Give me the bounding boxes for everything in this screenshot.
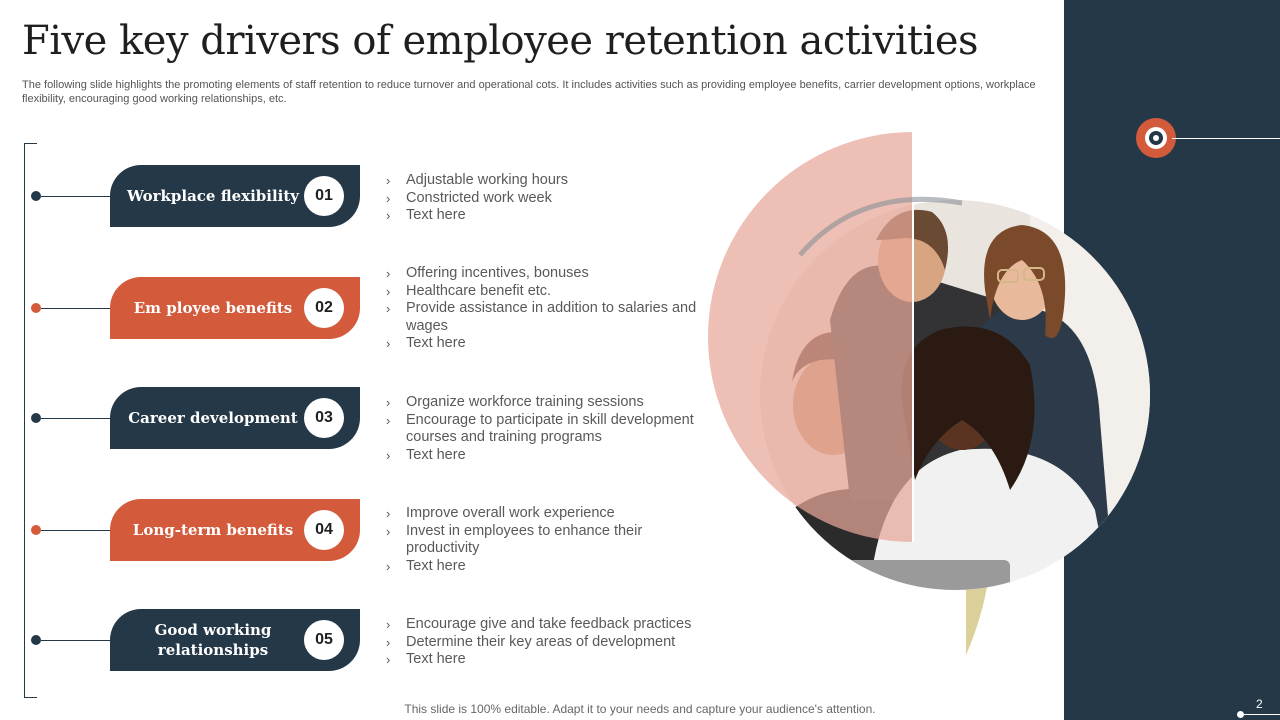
timeline-dot (31, 303, 41, 313)
bullet-text: Adjustable working hours (406, 172, 569, 188)
bullet-item: › Organize workforce training sessions (386, 394, 706, 412)
timeline-connector (41, 530, 110, 531)
timeline-line (24, 143, 37, 698)
bullet-item: › Provide assistance in addition to salar… (386, 300, 706, 335)
bullet-item: › Text here (386, 335, 706, 353)
timeline-dot (31, 635, 41, 645)
page-number: 2 (1256, 697, 1263, 711)
chevron-right-icon: › (386, 395, 391, 410)
timeline-connector (41, 418, 110, 419)
target-connector-line (1172, 138, 1280, 139)
chevron-right-icon: › (386, 617, 391, 632)
driver-bullet-list: › Improve overall work experience › Invest … (386, 505, 706, 575)
driver-number-badge: 03 (304, 398, 344, 438)
bullet-text: Provide assistance in addition to salari… (406, 300, 697, 334)
bullet-text: Offering incentives, bonuses (406, 265, 589, 281)
bullet-item: › Offering incentives, bonuses (386, 265, 706, 283)
timeline-dot (31, 191, 41, 201)
bullet-text: Text here (406, 557, 466, 574)
bullet-item: › Text here (386, 207, 706, 225)
driver-bullet-list: › Offering incentives, bonuses › Healthcare… (386, 265, 706, 353)
driver-number-badge: 02 (304, 288, 344, 328)
timeline-connector (41, 196, 110, 197)
driver-title: Em ployee benefits (133, 299, 293, 317)
chevron-right-icon: › (386, 283, 391, 299)
chevron-right-icon: › (386, 208, 391, 224)
bullet-item: › Constricted work week (386, 190, 706, 208)
bullet-text: Organize workforce training sessions (406, 394, 644, 410)
driver-title: Career development (128, 409, 298, 427)
team-photo-illustration (708, 130, 1150, 655)
bullet-item: › Adjustable working hours (386, 172, 706, 190)
chevron-right-icon: › (386, 266, 391, 281)
driver-title: Good working relationships (154, 621, 272, 659)
driver-bullet-list: › Encourage give and take feedback practi… (386, 616, 706, 669)
bullet-item: › Text here (386, 447, 706, 465)
bullet-text: Encourage give and take feedback practic… (406, 616, 692, 632)
page-number-line (1240, 714, 1280, 715)
driver-number-badge: 04 (304, 510, 344, 550)
chevron-right-icon: › (386, 301, 391, 317)
driver-number-badge: 01 (304, 176, 344, 216)
chevron-right-icon: › (386, 447, 391, 463)
bullet-text: Healthcare benefit etc. (406, 282, 552, 299)
bullet-item: › Encourage give and take feedback practi… (386, 616, 706, 634)
bullet-item: › Invest in employees to enhance their pr… (386, 523, 706, 558)
chevron-right-icon: › (386, 652, 391, 668)
driver-card: Workplace flexibility 01 (110, 165, 360, 227)
driver-card: Em ployee benefits 02 (110, 277, 360, 339)
timeline-dot (31, 525, 41, 535)
chevron-right-icon: › (386, 173, 391, 188)
page-title: Five key drivers of employee retention a… (22, 18, 979, 64)
chevron-right-icon: › (386, 523, 391, 539)
page-subtitle: The following slide highlights the promo… (22, 79, 1036, 105)
bullet-text: Invest in employees to enhance their pro… (406, 522, 643, 557)
driver-card: Long-term benefits 04 (110, 499, 360, 561)
driver-card: Career development 03 (110, 387, 360, 449)
bullet-item: › Improve overall work experience (386, 505, 706, 523)
driver-title: Long-term benefits (132, 521, 294, 539)
bullet-text: Encourage to participate in skill develo… (406, 411, 694, 446)
driver-number-badge: 05 (304, 620, 344, 660)
bullet-text: Constricted work week (406, 189, 552, 206)
timeline-connector (41, 308, 110, 309)
driver-bullet-list: › Adjustable working hours › Constricted wo… (386, 172, 706, 225)
bullet-item: › Healthcare benefit etc. (386, 283, 706, 301)
bullet-text: Determine their key areas of development (406, 633, 676, 650)
bullet-text: Text here (406, 651, 466, 668)
bullet-text: Improve overall work experience (406, 505, 615, 521)
chevron-right-icon: › (386, 412, 391, 428)
bullet-text: Text here (406, 335, 466, 352)
chevron-right-icon: › (386, 558, 391, 574)
timeline-dot (31, 413, 41, 423)
driver-title: Workplace flexibility (126, 187, 300, 205)
bullet-text: Text here (406, 207, 466, 224)
bullet-text: Text here (406, 446, 466, 463)
bullet-item: › Determine their key areas of developmen… (386, 634, 706, 652)
timeline-connector (41, 640, 110, 641)
target-icon (1136, 118, 1176, 158)
bullet-item: › Text here (386, 651, 706, 669)
bullet-item: › Text here (386, 558, 706, 576)
driver-bullet-list: › Organize workforce training sessions › En… (386, 394, 706, 464)
chevron-right-icon: › (386, 506, 391, 521)
chevron-right-icon: › (386, 190, 391, 206)
footer-note: This slide is 100% editable. Adapt it to… (404, 702, 876, 716)
driver-card: Good working relationships 05 (110, 609, 360, 671)
bullet-item: › Encourage to participate in skill devel… (386, 412, 706, 447)
page-number-dot (1237, 711, 1244, 718)
chevron-right-icon: › (386, 634, 391, 650)
chevron-right-icon: › (386, 336, 391, 352)
